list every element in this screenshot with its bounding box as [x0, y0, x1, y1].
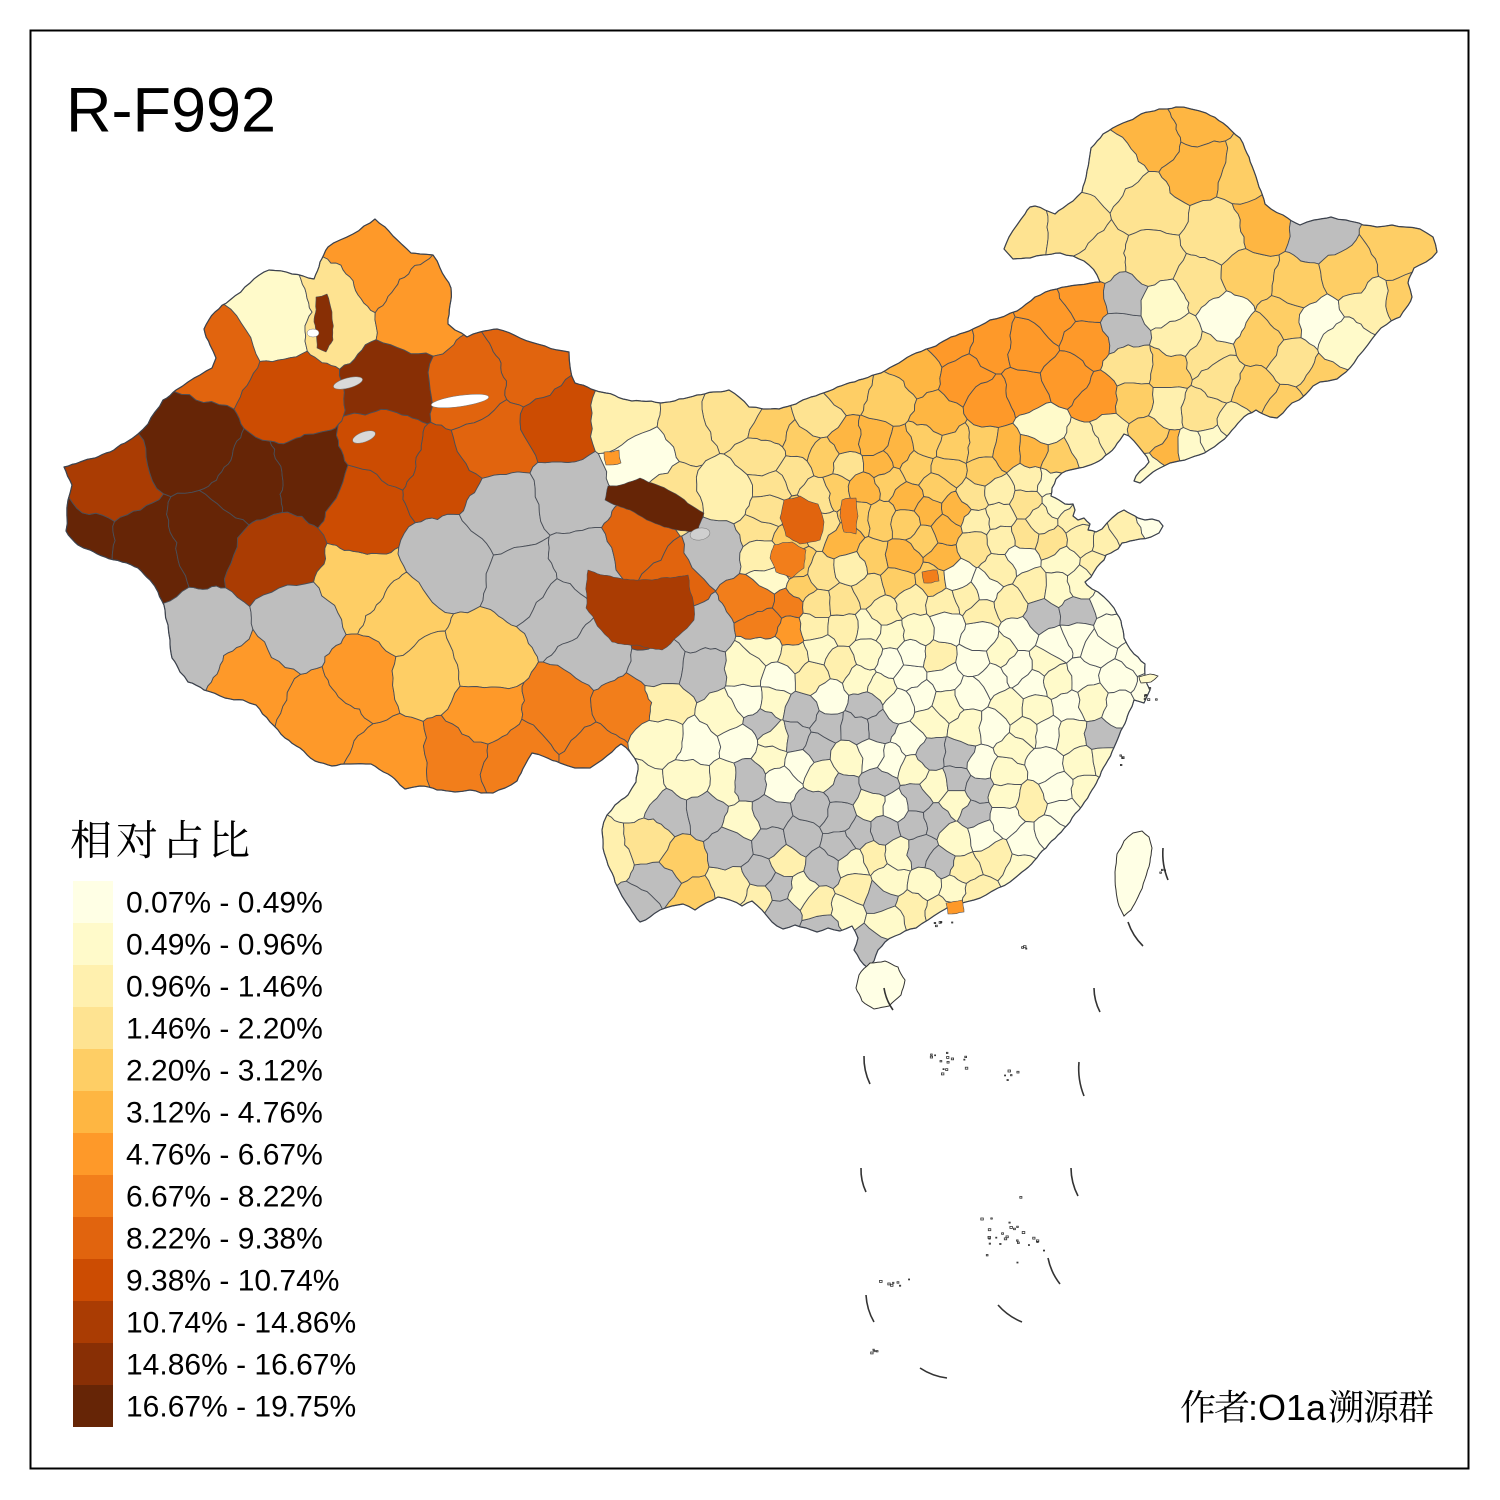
- svg-text:9.38% - 10.74%: 9.38% - 10.74%: [126, 1265, 339, 1298]
- svg-text:3.12% - 4.76%: 3.12% - 4.76%: [126, 1097, 323, 1130]
- svg-text:2.20% - 3.12%: 2.20% - 3.12%: [126, 1055, 323, 1088]
- svg-text:0.96% - 1.46%: 0.96% - 1.46%: [126, 971, 323, 1004]
- svg-text:1.46% - 2.20%: 1.46% - 2.20%: [126, 1013, 323, 1046]
- svg-text:R-F992: R-F992: [66, 76, 276, 146]
- svg-text:0.07% - 0.49%: 0.07% - 0.49%: [126, 887, 323, 920]
- svg-text:6.67% - 8.22%: 6.67% - 8.22%: [126, 1181, 323, 1214]
- svg-text:4.76% - 6.67%: 4.76% - 6.67%: [126, 1139, 323, 1172]
- svg-text::O1a: :O1a: [1248, 1387, 1327, 1428]
- svg-text:16.67% - 19.75%: 16.67% - 19.75%: [126, 1391, 356, 1424]
- svg-text:8.22% - 9.38%: 8.22% - 9.38%: [126, 1223, 323, 1256]
- svg-text:14.86% - 16.67%: 14.86% - 16.67%: [126, 1349, 356, 1382]
- svg-text:0.49% - 0.96%: 0.49% - 0.96%: [126, 929, 323, 962]
- svg-text:10.74% - 14.86%: 10.74% - 14.86%: [126, 1307, 356, 1340]
